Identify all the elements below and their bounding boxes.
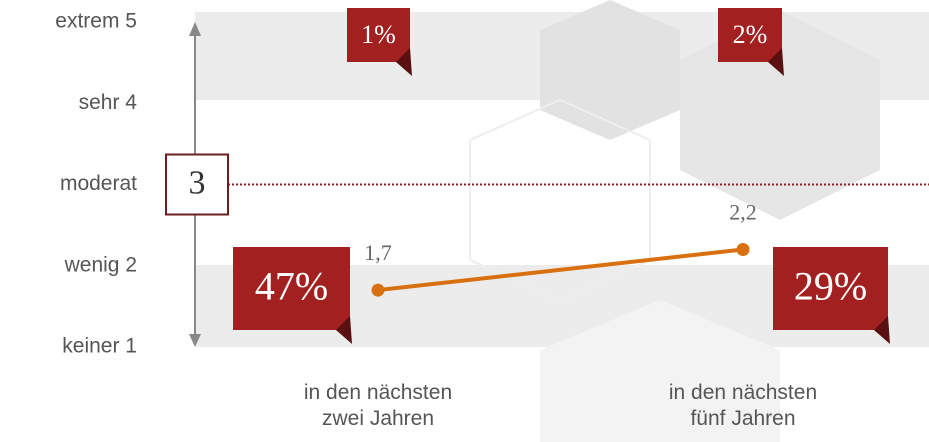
- share-label: 1%: [361, 20, 396, 49]
- x-tick-label: in den nächsten zwei Jahren: [228, 380, 528, 433]
- point: [372, 284, 385, 297]
- share-label: 29%: [794, 264, 867, 309]
- share-label: 47%: [255, 264, 328, 309]
- y-tick-label: extrem 5: [55, 10, 137, 33]
- share-label: 2%: [733, 20, 768, 49]
- decoration: [189, 0, 929, 442]
- value-label: 2,2: [729, 200, 757, 225]
- value-label: 1,7: [364, 240, 392, 265]
- reference-label: 3: [189, 164, 206, 201]
- y-tick-label: moderat: [60, 172, 137, 195]
- chart-canvas: extrem 5 sehr 4 moderat wenig 2 keiner 1 3 1% 2…: [0, 0, 929, 442]
- chart: extrem 5 sehr 4 moderat wenig 2 keiner 1 3 1% 2…: [0, 0, 929, 442]
- point: [737, 243, 750, 256]
- y-tick-label: wenig 2: [64, 253, 137, 276]
- y-tick-label: sehr 4: [79, 91, 138, 114]
- x-tick-label: in den nächsten fünf Jahren: [593, 380, 893, 433]
- y-tick-label: keiner 1: [62, 335, 137, 358]
